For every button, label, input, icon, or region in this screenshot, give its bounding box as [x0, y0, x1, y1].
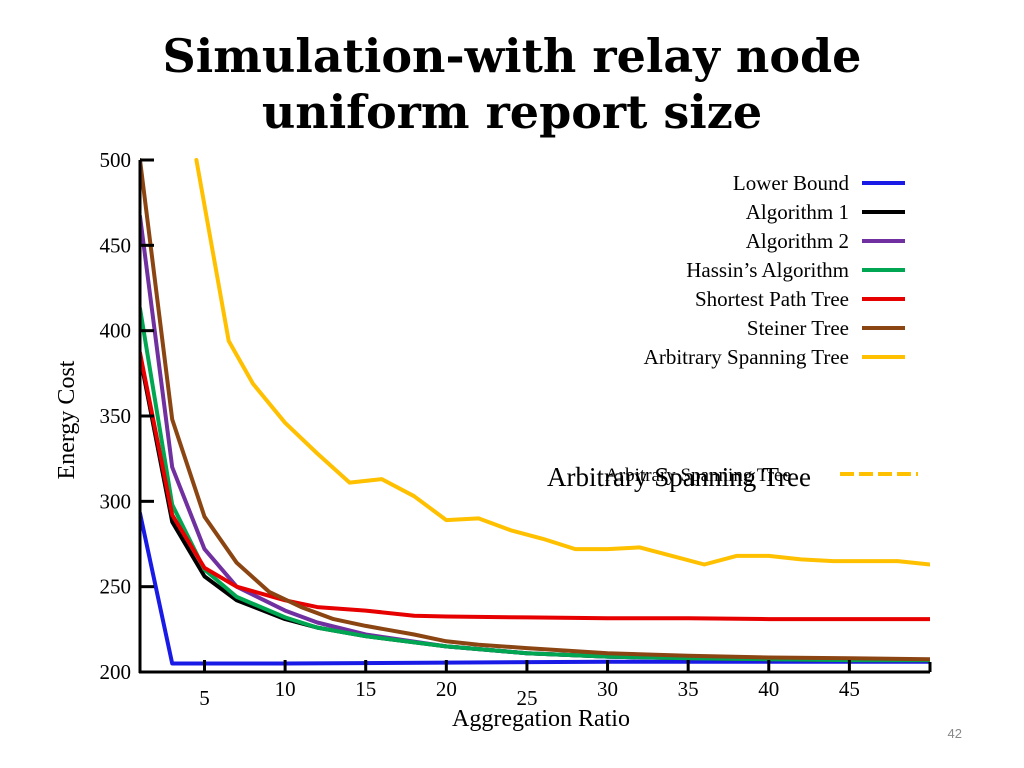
series-line-steiner-tree — [140, 158, 930, 662]
legend-label: Shortest Path Tree — [695, 287, 849, 311]
legend-label: Steiner Tree — [747, 316, 849, 340]
x-axis-title: Aggregation Ratio — [452, 706, 630, 732]
x-tick-label: 5 — [199, 686, 210, 710]
slide-title-line1: Simulation-with relay node — [162, 29, 862, 83]
y-tick-label: 400 — [100, 319, 132, 343]
series-group — [140, 158, 930, 666]
x-tick-label: 30 — [597, 677, 618, 701]
legend-label: Arbitrary Spanning Tree — [644, 345, 849, 369]
x-tick-label: 40 — [758, 677, 779, 701]
x-tick-label: 25 — [516, 686, 537, 710]
series-line-shortest-path-tree — [140, 350, 930, 622]
y-axis-title: Energy Cost — [54, 360, 80, 479]
y-tick-label: 450 — [100, 233, 132, 257]
series-line-arbitrary-spanning-tree — [194, 158, 930, 567]
legend-label: Lower Bound — [733, 171, 850, 195]
legend-label: Algorithm 2 — [746, 229, 849, 253]
legend-label: Algorithm 1 — [746, 200, 849, 224]
annotation-label-small: Arbitrary Spanning Tree — [605, 465, 791, 486]
y-tick-label: 350 — [100, 404, 132, 428]
page-number: 42 — [947, 726, 962, 741]
slide-title-line2: uniform report size — [261, 85, 763, 139]
slide-title: Simulation-with relay node uniform repor… — [0, 28, 1024, 140]
x-tick-label: 20 — [436, 677, 457, 701]
x-tick-label: 35 — [678, 677, 699, 701]
series-line-algorithm-1 — [140, 354, 930, 663]
y-tick-label: 250 — [100, 575, 132, 599]
legend-label: Hassin’s Algorithm — [686, 258, 849, 282]
annotation-label-large: Arbitrary Spanning Tree — [547, 462, 811, 492]
y-tick-label: 500 — [100, 148, 132, 172]
y-tick-label: 200 — [100, 660, 132, 684]
x-tick-label: 45 — [839, 677, 860, 701]
y-tick-label: 300 — [100, 489, 132, 513]
legend: Lower Bound Algorithm 1 Algorithm 2 Hassin’… — [644, 171, 905, 369]
x-tick-label: 15 — [355, 677, 376, 701]
x-tick-label: 10 — [275, 677, 296, 701]
